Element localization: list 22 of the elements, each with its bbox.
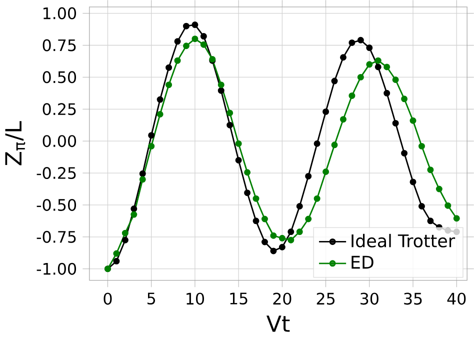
y-tick-label: -0.75 <box>36 230 76 243</box>
y-tick-label: -0.25 <box>36 166 76 179</box>
y-axis-title: Z$_{π}$/L <box>5 121 26 166</box>
x-tick-label: 20 <box>273 292 292 305</box>
legend-label: ED <box>352 256 374 269</box>
y-tick-label: 0.00 <box>42 135 76 148</box>
x-tick-label: 25 <box>316 292 334 305</box>
legend-label: Ideal Trotter <box>352 234 456 248</box>
x-tick-label: 15 <box>230 292 248 304</box>
x-tick-label: 5 <box>148 292 156 304</box>
y-tick-label: -0.50 <box>36 198 76 211</box>
x-tick-label: 35 <box>404 292 422 305</box>
y-tick-label: 0.75 <box>42 39 76 52</box>
y-tick-label: 0.25 <box>42 103 76 116</box>
y-tick-label: 1.00 <box>44 7 76 20</box>
x-tick-label: 10 <box>186 292 204 305</box>
x-tick-label: 0 <box>104 292 112 305</box>
x-axis-title: Vt <box>266 316 290 332</box>
y-tick-label: 0.50 <box>42 71 76 84</box>
x-tick-label: 40 <box>447 292 466 305</box>
x-tick-label: 30 <box>360 292 378 305</box>
y-tick-label: -1.00 <box>36 262 76 275</box>
